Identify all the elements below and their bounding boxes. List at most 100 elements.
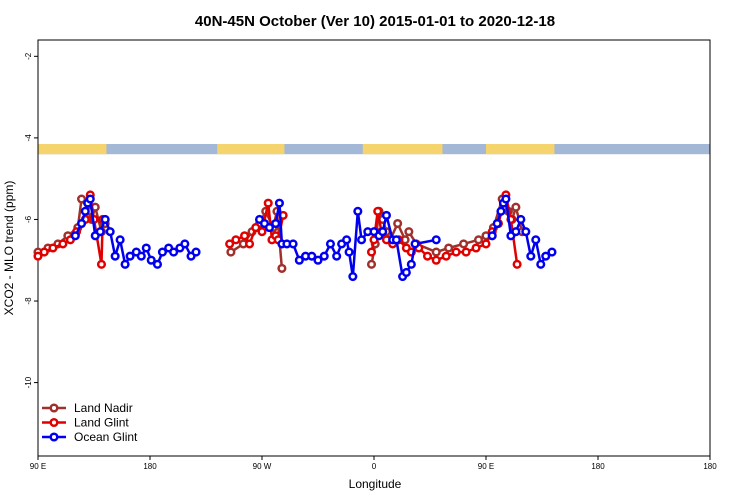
y-tick-label: -8 xyxy=(24,297,33,305)
data-point xyxy=(274,198,284,208)
data-point xyxy=(471,243,481,253)
data-point xyxy=(85,194,95,204)
data-point xyxy=(496,206,506,216)
data-point xyxy=(461,247,471,257)
data-point xyxy=(271,218,281,229)
legend-label: Land Nadir xyxy=(74,401,133,415)
x-tick-label: 180 xyxy=(143,462,157,471)
data-point xyxy=(264,223,275,233)
data-point xyxy=(366,259,377,269)
data-point xyxy=(157,247,167,257)
data-point xyxy=(48,243,58,253)
series-ocean-glint xyxy=(70,194,557,282)
data-point xyxy=(77,194,87,204)
data-point xyxy=(257,227,267,237)
land-band-segment xyxy=(362,144,443,155)
data-point xyxy=(100,214,110,225)
land-band-segment xyxy=(38,144,107,155)
data-point xyxy=(373,206,383,216)
data-point xyxy=(70,231,80,241)
data-point xyxy=(39,247,49,257)
data-point xyxy=(332,251,342,261)
legend-marker xyxy=(49,417,59,428)
y-tick-label: -4 xyxy=(24,134,33,142)
data-point xyxy=(516,214,526,225)
data-point xyxy=(406,259,416,269)
x-tick-label: 180 xyxy=(591,462,605,471)
data-point xyxy=(487,231,497,241)
y-axis: -2 -4 -6 -8 -10 xyxy=(24,52,38,388)
data-point xyxy=(263,198,273,208)
data-point xyxy=(381,210,391,220)
data-point xyxy=(191,247,201,257)
data-point xyxy=(95,227,105,237)
x-axis-label: Longitude xyxy=(349,477,402,491)
data-point xyxy=(110,251,120,261)
x-tick-label: 90 E xyxy=(30,462,46,471)
data-point xyxy=(319,251,329,261)
data-point xyxy=(342,235,352,245)
data-point xyxy=(401,267,411,278)
data-point xyxy=(96,259,107,269)
x-tick-label: 0 xyxy=(372,462,377,471)
data-point xyxy=(180,239,190,249)
data-point xyxy=(422,251,433,261)
data-point xyxy=(288,239,298,249)
y-tick-label: -6 xyxy=(24,215,33,223)
x-axis: 90 E 180 90 W 0 90 E 180 180 xyxy=(30,456,717,471)
data-point xyxy=(77,218,87,229)
data-point xyxy=(80,206,90,216)
x-tick-label: 90 W xyxy=(253,462,272,471)
data-point xyxy=(344,247,354,257)
data-point xyxy=(536,259,546,269)
data-point xyxy=(146,255,156,265)
legend-item: Land Nadir xyxy=(42,401,133,415)
legend-marker xyxy=(49,403,59,413)
data-point xyxy=(444,243,454,253)
data-point xyxy=(441,251,451,261)
data-point xyxy=(307,251,317,261)
data-point xyxy=(313,255,323,265)
data-point xyxy=(473,235,484,245)
legend-marker xyxy=(49,432,59,442)
y-tick-label: -2 xyxy=(24,52,33,60)
data-point xyxy=(481,239,491,249)
data-point xyxy=(231,235,241,245)
y-axis-label: XCO2 - MLO trend (ppm) xyxy=(2,181,16,316)
data-point xyxy=(245,239,255,249)
data-point xyxy=(431,247,441,257)
land-band-segment xyxy=(217,144,285,155)
legend-item: Land Glint xyxy=(42,416,129,430)
data-point xyxy=(541,251,551,261)
data-point xyxy=(501,194,511,204)
data-point xyxy=(115,235,125,245)
data-point xyxy=(152,259,163,269)
data-point xyxy=(353,206,363,216)
x-tick-label: 180 xyxy=(703,462,717,471)
legend-label: Ocean Glint xyxy=(74,430,138,444)
legend-label: Land Glint xyxy=(74,416,129,430)
data-point xyxy=(492,218,502,229)
data-point xyxy=(120,259,130,269)
data-point xyxy=(547,247,557,257)
data-point xyxy=(511,202,521,212)
data-point xyxy=(294,255,304,265)
chart-title: 40N-45N October (Ver 10) 2015-01-01 to 2… xyxy=(195,13,555,30)
series-group xyxy=(33,190,557,282)
data-point xyxy=(58,239,68,249)
data-point xyxy=(404,227,414,237)
data-point xyxy=(226,247,236,257)
data-point xyxy=(169,247,179,257)
data-point xyxy=(125,251,135,261)
data-point xyxy=(511,227,521,237)
data-point xyxy=(325,239,335,249)
data-point xyxy=(526,251,536,261)
data-point xyxy=(531,235,541,245)
data-point xyxy=(451,247,461,257)
data-point xyxy=(378,227,388,237)
data-point xyxy=(240,231,250,241)
data-point xyxy=(136,251,146,261)
data-point xyxy=(431,235,441,245)
